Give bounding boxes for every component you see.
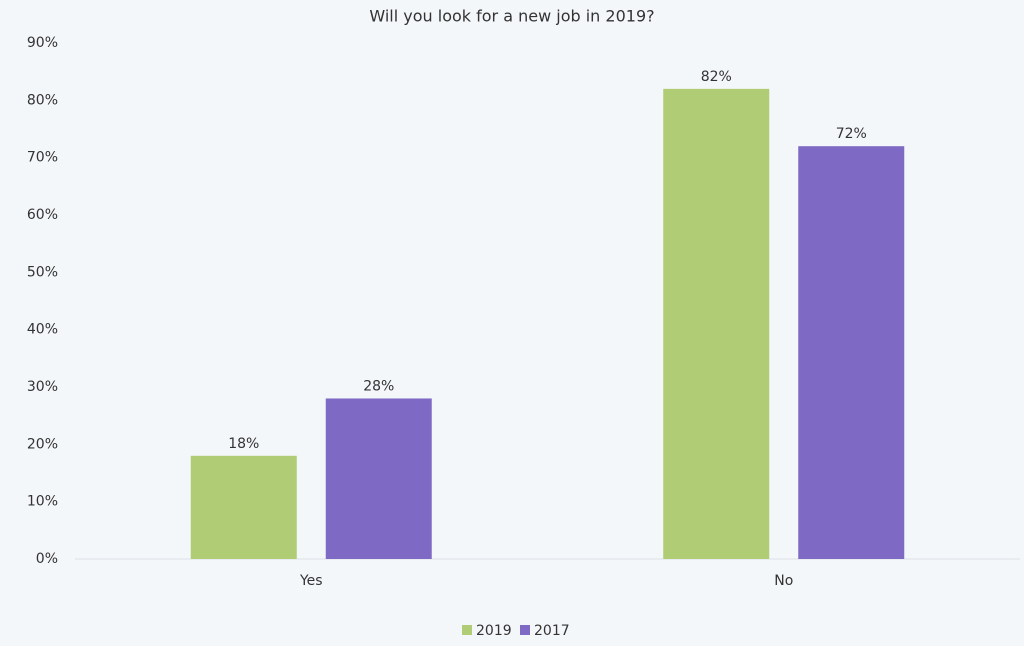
y-tick-label: 10% [27, 494, 58, 510]
value-label: 82% [701, 69, 732, 85]
y-tick-label: 50% [27, 264, 58, 280]
y-tick-label: 30% [27, 379, 58, 395]
x-tick-label: No [774, 573, 793, 589]
value-label: 18% [228, 436, 259, 452]
legend-label: 2019 [476, 623, 512, 639]
bar [190, 455, 297, 559]
y-tick-label: 80% [27, 92, 58, 108]
legend-label: 2017 [534, 623, 570, 639]
y-tick-label: 20% [27, 436, 58, 452]
y-tick-label: 0% [36, 551, 58, 567]
y-tick-label: 90% [27, 35, 58, 51]
legend-swatch [520, 625, 530, 635]
bar [325, 398, 432, 559]
y-tick-label: 60% [27, 207, 58, 223]
legend-swatch [462, 625, 472, 635]
value-label: 28% [363, 378, 394, 394]
y-tick-label: 40% [27, 322, 58, 338]
bar [798, 146, 905, 559]
y-tick-label: 70% [27, 150, 58, 166]
x-tick-label: Yes [299, 573, 323, 589]
chart-title: Will you look for a new job in 2019? [369, 7, 654, 26]
bar [663, 88, 770, 559]
value-label: 72% [836, 126, 867, 142]
